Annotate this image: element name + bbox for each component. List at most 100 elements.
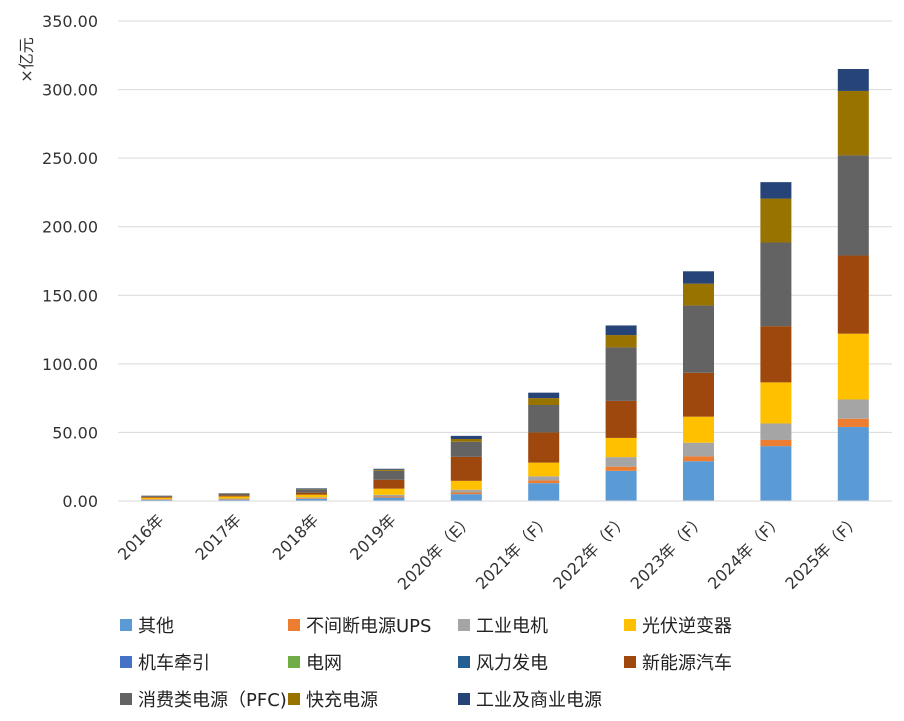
bar-segment bbox=[373, 488, 405, 495]
bar-segment bbox=[218, 499, 250, 500]
bar-segment bbox=[605, 325, 637, 336]
bar-segment bbox=[837, 69, 869, 91]
legend-label: 工业电机 bbox=[476, 616, 548, 637]
bar-segment bbox=[296, 489, 327, 493]
bar-segment bbox=[450, 492, 482, 495]
bar-segment bbox=[141, 495, 173, 497]
bar-segment bbox=[683, 461, 714, 501]
bar-segment bbox=[837, 418, 869, 427]
legend-swatch bbox=[458, 656, 470, 668]
legend-label: 电网 bbox=[306, 653, 342, 674]
legend-swatch bbox=[120, 693, 132, 705]
bar-segment bbox=[837, 333, 869, 400]
bar-segment bbox=[528, 398, 560, 405]
y-axis-label: ×亿元 bbox=[17, 37, 36, 82]
legend-swatch bbox=[288, 656, 300, 668]
bar-segment bbox=[528, 483, 560, 501]
legend-swatch bbox=[624, 656, 636, 668]
bar-segment bbox=[373, 470, 405, 480]
legend-item: 机车牵引 bbox=[120, 649, 210, 675]
x-tick-label: 2019年 bbox=[346, 510, 400, 564]
legend-label: 快充电源 bbox=[306, 690, 378, 711]
x-tick-label: 2023年（F） bbox=[627, 510, 710, 593]
legend-swatch bbox=[120, 656, 132, 668]
bar-segment bbox=[760, 439, 792, 447]
bar-segment bbox=[373, 468, 405, 470]
bar-segment bbox=[450, 441, 482, 457]
bar-segment bbox=[605, 470, 637, 501]
bar-segment bbox=[683, 271, 714, 284]
y-axis: 0.00 50.00 100.00 150.00 200.00 250.00 300.00 3… bbox=[42, 12, 98, 511]
bar-segment bbox=[450, 435, 482, 440]
legend-label: 其他 bbox=[138, 616, 174, 637]
bar-segment bbox=[373, 469, 405, 471]
legend-item: 风力发电 bbox=[458, 649, 548, 675]
bars bbox=[141, 69, 869, 501]
bar-segment bbox=[760, 326, 792, 383]
bar-segment bbox=[683, 305, 714, 373]
legend-swatch bbox=[458, 619, 470, 631]
y-tick-label: 0.00 bbox=[62, 492, 98, 511]
bar-segment bbox=[450, 456, 482, 481]
bar-segment bbox=[218, 499, 250, 501]
bar-segment bbox=[683, 456, 714, 462]
y-tick-label: 50.00 bbox=[52, 423, 98, 442]
x-tick-label: 2017年 bbox=[191, 510, 245, 564]
x-tick-label: 2018年 bbox=[269, 510, 323, 564]
bar-segment bbox=[528, 405, 560, 433]
bar-segment bbox=[760, 242, 792, 327]
bar-segment bbox=[760, 182, 792, 199]
bar-segment bbox=[528, 432, 560, 463]
bar-segment bbox=[683, 283, 714, 306]
bar-segment bbox=[141, 499, 173, 501]
x-tick-label: 2024年（F） bbox=[704, 510, 787, 593]
bar-segment bbox=[760, 198, 792, 243]
y-tick-label: 300.00 bbox=[42, 81, 98, 100]
y-tick-label: 350.00 bbox=[42, 12, 98, 31]
bar-segment bbox=[528, 476, 560, 481]
bar-segment bbox=[605, 347, 637, 401]
y-tick-label: 100.00 bbox=[42, 355, 98, 374]
legend-swatch bbox=[288, 619, 300, 631]
legend-swatch bbox=[624, 619, 636, 631]
bar-segment bbox=[296, 492, 327, 495]
bar-segment bbox=[218, 493, 250, 496]
bar-segment bbox=[605, 457, 637, 467]
bar-segment bbox=[218, 496, 250, 499]
bar-segment bbox=[837, 399, 869, 419]
bar-segment bbox=[141, 496, 173, 498]
bar-segment bbox=[683, 416, 714, 443]
bar-segment bbox=[296, 497, 327, 499]
bar-segment bbox=[837, 426, 869, 501]
legend-item: 电网 bbox=[288, 649, 342, 675]
gridlines bbox=[118, 20, 892, 502]
bar-segment bbox=[218, 498, 250, 500]
bar-segment bbox=[141, 497, 173, 500]
legend-item: 工业电机 bbox=[458, 612, 548, 638]
bar-segment bbox=[373, 497, 405, 501]
legend-swatch bbox=[458, 693, 470, 705]
legend-item: 不间断电源UPS bbox=[288, 612, 431, 638]
bar-segment bbox=[605, 466, 637, 471]
legend-item: 工业及商业电源 bbox=[458, 686, 602, 712]
legend-label: 机车牵引 bbox=[138, 653, 210, 674]
legend-label: 消费类电源（PFC) bbox=[138, 690, 287, 711]
legend-swatch bbox=[288, 693, 300, 705]
legend-item: 新能源汽车 bbox=[624, 649, 732, 675]
bar-segment bbox=[450, 480, 482, 490]
bar-segment bbox=[296, 488, 327, 489]
y-tick-label: 250.00 bbox=[42, 149, 98, 168]
bar-segment bbox=[605, 437, 637, 458]
bar-segment bbox=[528, 392, 560, 399]
legend-item: 光伏逆变器 bbox=[624, 612, 732, 638]
y-tick-label: 200.00 bbox=[42, 218, 98, 237]
x-tick-label: 2020年（E） bbox=[394, 510, 477, 593]
legend-swatch bbox=[120, 619, 132, 631]
bar-segment bbox=[683, 442, 714, 457]
legend-item: 其他 bbox=[120, 612, 174, 638]
x-tick-label: 2022年（F） bbox=[549, 510, 632, 593]
bar-segment bbox=[373, 496, 405, 498]
legend-label: 新能源汽车 bbox=[642, 653, 732, 674]
bar-segment bbox=[373, 494, 405, 497]
legend-label: 不间断电源UPS bbox=[306, 616, 432, 637]
